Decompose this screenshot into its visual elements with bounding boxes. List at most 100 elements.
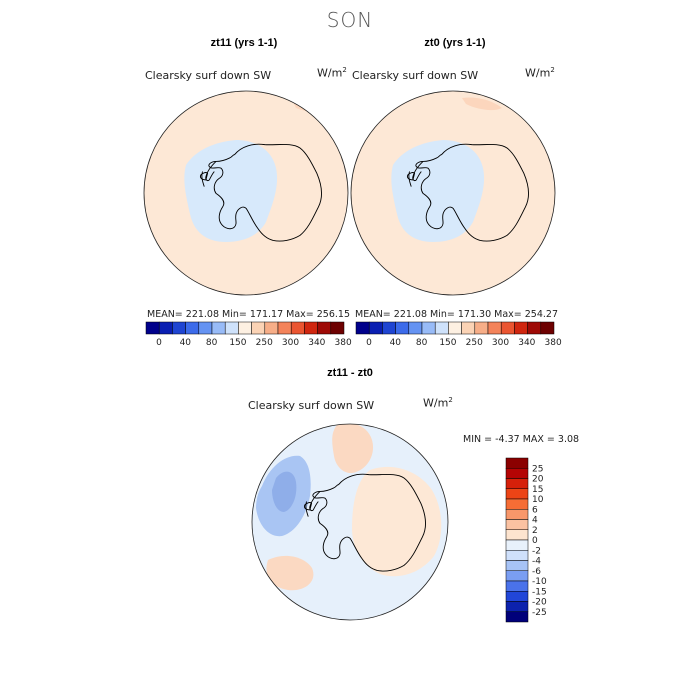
left-map-low-region xyxy=(184,140,278,242)
diff-colorbar-tick-label: -15 xyxy=(532,587,547,597)
diff-colorbar-tick-label: 20 xyxy=(532,475,544,485)
right-colorbar-swatch xyxy=(448,321,462,335)
diff-colorbar-swatch xyxy=(505,488,529,500)
diff-colorbar-swatch xyxy=(505,580,529,592)
left-panel-stats: MEAN= 221.08 Min= 171.17 Max= 256.15 xyxy=(147,309,351,320)
right-units-label: W/m2 xyxy=(525,66,555,80)
right-colorbar-swatch xyxy=(527,321,542,335)
left-variable-label: Clearsky surf down SW xyxy=(145,69,272,82)
diff-colorbar-tick-label: 15 xyxy=(532,485,543,495)
diff-map-border xyxy=(251,423,449,621)
right-colorbar: 0 40 80 150 250 300 340 380 xyxy=(355,321,562,348)
right-colorbar-swatch xyxy=(395,321,410,335)
right-colorbar-swatch xyxy=(434,321,449,335)
right-colorbar-tick-label: 150 xyxy=(439,338,456,348)
diff-colorbar-swatch xyxy=(505,539,529,551)
diff-colorbar-tick-label: -2 xyxy=(532,546,541,556)
diff-colorbar-tick-label: 2 xyxy=(532,526,538,536)
left-colorbar-swatch xyxy=(224,321,239,335)
diff-colorbar-swatch xyxy=(505,560,529,571)
diff-colorbar-swatch xyxy=(505,611,529,623)
right-colorbar-tick-label: 300 xyxy=(492,338,509,348)
diff-colorbar-tick-label: 4 xyxy=(532,516,538,526)
diff-colorbar-swatch xyxy=(505,468,529,479)
right-colorbar-tick-label: 250 xyxy=(466,338,483,348)
right-colorbar-tick-label: 340 xyxy=(518,338,535,348)
left-colorbar-swatch xyxy=(277,321,292,335)
right-map-border xyxy=(350,90,556,296)
left-colorbar-swatch xyxy=(198,321,213,335)
right-map-high-region xyxy=(462,97,502,111)
left-colorbar-tick-label: 250 xyxy=(256,338,273,348)
left-colorbar-swatch xyxy=(211,321,226,335)
diff-map-positive-region-north xyxy=(332,424,373,473)
diff-panel-title: zt11 - zt0 xyxy=(327,367,373,379)
left-colorbar-swatch xyxy=(158,321,173,335)
diff-map-positive-region-east xyxy=(352,466,442,577)
diff-colorbar-swatch xyxy=(505,509,529,520)
right-colorbar-tick-label: 380 xyxy=(545,338,562,348)
left-colorbar-swatch xyxy=(185,321,200,335)
right-colorbar-swatch xyxy=(500,321,515,335)
right-map xyxy=(350,90,556,296)
left-colorbar-tick-label: 340 xyxy=(308,338,325,348)
left-colorbar-tick-label: 380 xyxy=(335,338,352,348)
right-colorbar-swatch xyxy=(355,321,370,335)
left-colorbar-tick-label: 40 xyxy=(180,338,192,348)
left-colorbar-swatch xyxy=(304,321,318,335)
left-colorbar-swatch xyxy=(264,321,279,335)
right-colorbar-tick-label: 80 xyxy=(416,338,428,348)
diff-panel-stats: MIN = -4.37 MAX = 3.08 xyxy=(463,434,580,445)
right-colorbar-swatch xyxy=(368,321,383,335)
left-colorbar-swatch xyxy=(317,321,332,335)
right-colorbar-swatch xyxy=(474,321,489,335)
right-colorbar-swatch xyxy=(514,321,528,335)
diff-map xyxy=(251,423,449,621)
left-map-border xyxy=(143,90,349,296)
diff-map-positive-region-south xyxy=(266,555,314,591)
diff-colorbar-tick-label: -20 xyxy=(532,598,547,608)
diff-colorbar-tick-label: -4 xyxy=(532,557,541,567)
diff-colorbar-tick-label: -6 xyxy=(532,567,541,577)
left-colorbar: 0 40 80 150 250 300 340 380 xyxy=(145,321,352,348)
diff-map-negative-core xyxy=(272,471,297,512)
right-map-low-region xyxy=(391,140,485,242)
right-colorbar-swatch xyxy=(540,321,555,335)
diff-colorbar-swatch xyxy=(505,570,529,582)
right-colorbar-swatch xyxy=(421,321,436,335)
left-colorbar-swatch xyxy=(330,321,345,335)
left-colorbar-tick-label: 0 xyxy=(156,338,162,348)
left-colorbar-swatch xyxy=(238,321,252,335)
diff-colorbar-swatch xyxy=(505,457,529,469)
diff-colorbar-tick-label: 0 xyxy=(532,536,538,546)
right-variable-label: Clearsky surf down SW xyxy=(352,69,479,82)
left-colorbar-tick-label: 80 xyxy=(206,338,218,348)
left-map xyxy=(143,90,349,296)
right-colorbar-tick-label: 0 xyxy=(366,338,372,348)
left-colorbar-tick-label: 300 xyxy=(282,338,299,348)
diff-units-label: W/m2 xyxy=(423,396,453,410)
right-colorbar-swatch xyxy=(487,321,502,335)
left-colorbar-swatch xyxy=(251,321,266,335)
diff-colorbar-swatch xyxy=(505,550,529,561)
diff-colorbar-tick-label: 10 xyxy=(532,495,544,505)
left-units-label: W/m2 xyxy=(317,66,347,80)
left-colorbar-swatch xyxy=(290,321,305,335)
right-panel-title: zt0 (yrs 1-1) xyxy=(424,37,486,49)
right-colorbar-swatch xyxy=(408,321,423,335)
diff-colorbar-tick-label: -10 xyxy=(532,577,547,587)
right-colorbar-tick-label: 40 xyxy=(390,338,402,348)
diff-colorbar-swatch xyxy=(505,498,529,510)
left-colorbar-swatch xyxy=(145,321,160,335)
diff-colorbar-tick-label: 25 xyxy=(532,464,543,474)
diff-colorbar-swatch xyxy=(505,529,529,541)
figure-season-title: SON xyxy=(326,8,374,32)
right-panel-stats: MEAN= 221.08 Min= 171.30 Max= 254.27 xyxy=(355,309,559,320)
left-panel-title: zt11 (yrs 1-1) xyxy=(210,37,278,49)
diff-colorbar-tick-label: 6 xyxy=(532,505,538,515)
diff-colorbar-tick-label: -25 xyxy=(532,608,547,618)
diff-colorbar-swatch xyxy=(505,519,529,530)
diff-colorbar-swatch xyxy=(505,478,529,489)
